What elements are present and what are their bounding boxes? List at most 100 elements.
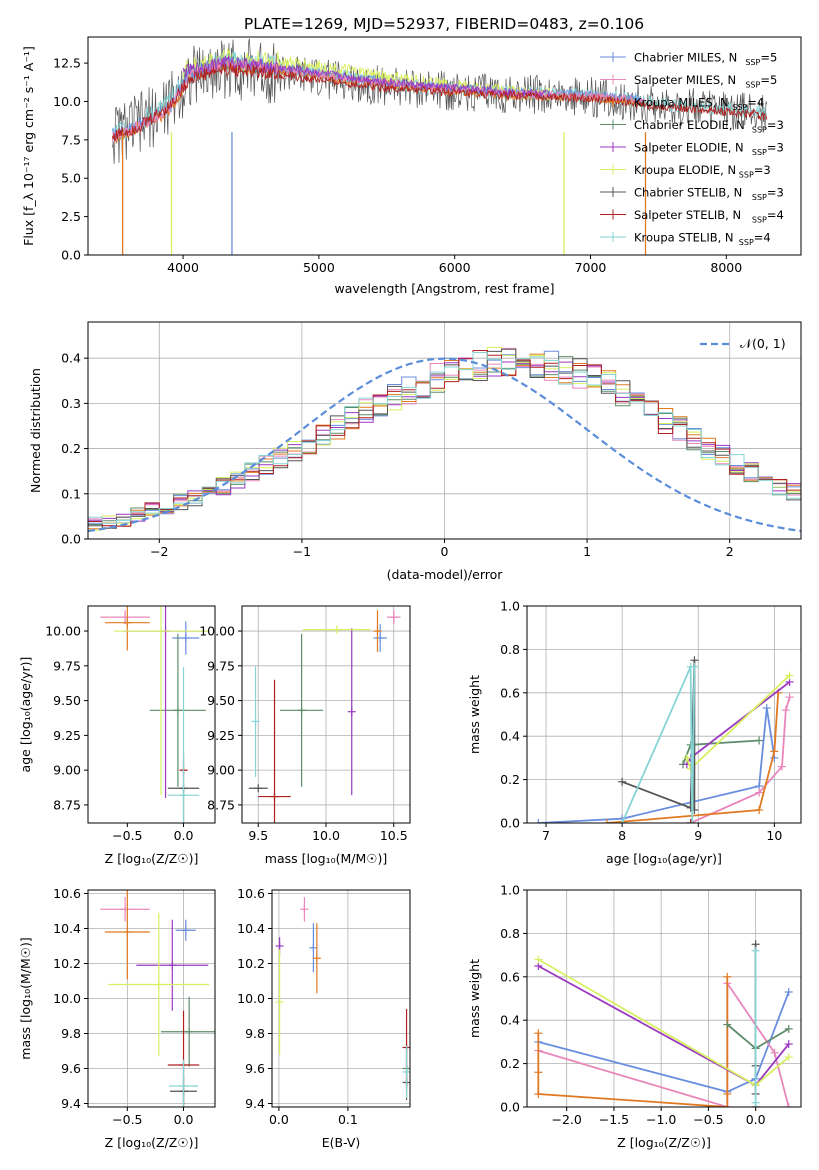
x-tick-label: −1.0: [646, 1112, 676, 1127]
y-tick-label: 8.75: [53, 797, 81, 812]
axes-frame-group: 7 8 9 10 0.0 0.2 0.4 0.6 0.8 1.0 age [log₁₀(age/yr…: [467, 599, 802, 866]
mass-weight-vs-metallicity-panel: −2.0 −1.5 −1.0 −0.5 0.0 0.0 0.2 0.4 0.6 0.8 1.0 Z […: [467, 883, 802, 1150]
y-tick-label: 0.2: [500, 772, 520, 787]
x-tick-label: 10.0: [312, 828, 340, 843]
y-axis-label: age [log₁₀(age/yr)]: [18, 657, 33, 773]
legend-count: =4: [747, 96, 764, 110]
y-tick-label: 10.2: [53, 956, 81, 971]
legend-subscript: SSP: [752, 126, 767, 135]
x-tick-label: 0.0: [174, 828, 194, 843]
y-tick-label: 10.4: [237, 921, 265, 936]
y-tick-label: 0.1: [61, 486, 81, 501]
x-tick-label: 0.1: [338, 1112, 358, 1127]
age-vs-metallicity-panel: −0.5 0.0 8.75 9.00 9.25 9.50 9.75 10.00 Z [log₁₀…: [18, 605, 216, 866]
plot-area: [100, 606, 209, 823]
legend-normal-label: 𝒩(0, 1): [740, 336, 786, 351]
axes-frame: [526, 605, 802, 824]
legend-count: =3: [767, 141, 784, 155]
legend-count: =3: [767, 118, 784, 132]
axes-frame: [87, 36, 802, 256]
legend-subscript: SSP: [745, 81, 760, 90]
x-tick-label: 8000: [710, 260, 742, 275]
y-tick-label: 5.0: [61, 171, 81, 186]
y-tick-label: 9.8: [61, 1026, 81, 1041]
y-tick-label: 0.8: [500, 642, 520, 657]
y-tick-label: 9.00: [207, 763, 235, 778]
mass-vs-reddening-panel: 0.0 0.1 9.4 9.6 9.8 10.0 10.2 10.4 10.6 E(B-V): [237, 886, 411, 1150]
legend-label-salpeter-stelib: Salpeter STELIB, N: [634, 208, 741, 222]
x-axis-label: Z [log₁₀(Z/Z☉)]: [617, 1135, 711, 1150]
axes-frame: [87, 605, 216, 824]
y-tick-label: 10.2: [237, 956, 265, 971]
axes-frame-group: −0.5 0.0 9.4 9.6 9.8 10.0 10.2 10.4 10.6 Z [log₁₀…: [18, 886, 216, 1150]
x-tick-label: 9: [694, 828, 702, 843]
histogram-kroupa-stelib: [88, 352, 801, 527]
spectrum-panel: 4000 5000 6000 7000 8000 0.0 2.5 5.0 7.5 10.0 12.5…: [21, 36, 802, 296]
x-tick-label: −0.5: [693, 1112, 723, 1127]
legend-subscript: SSP: [752, 193, 767, 202]
x-axis-label: (data-model)/error: [387, 567, 504, 582]
mass-vs-metallicity-panel: −0.5 0.0 9.4 9.6 9.8 10.0 10.2 10.4 10.6 Z [log₁₀…: [18, 886, 216, 1150]
weight-line-kroupa-stelib: [621, 666, 696, 823]
axes-frame-group: 0.0 0.1 9.4 9.6 9.8 10.0 10.2 10.4 10.6 E(B-V): [237, 886, 411, 1150]
x-tick-label: 7000: [575, 260, 607, 275]
spectrum-line-salpeter-elodie: [182, 55, 551, 98]
legend-label-kroupa-stelib: Kroupa STELIB, N: [634, 231, 734, 245]
axes-frame-group: 4000 5000 6000 7000 8000 0.0 2.5 5.0 7.5 10.0 12.5…: [21, 36, 802, 296]
y-tick-label: 0.4: [500, 1013, 520, 1028]
y-tick-label: 0.4: [500, 729, 520, 744]
legend-subscript: SSP: [752, 216, 767, 225]
y-axis-label: mass weight: [467, 959, 482, 1038]
figure-title: PLATE=1269, MJD=52937, FIBERID=0483, z=0…: [244, 15, 644, 33]
legend-count: =3: [754, 163, 771, 177]
axes-frame-group: −2 −1 0 1 2 0.0 0.1 0.2 0.3 0.4 (data-model)/error…: [28, 321, 802, 582]
plot-area: [275, 897, 410, 1100]
x-axis-label: E(B-V): [322, 1135, 361, 1150]
y-tick-label: 1.0: [500, 883, 520, 898]
legend-subscript: SSP: [739, 171, 754, 180]
y-tick-label: 10.0: [237, 991, 265, 1006]
y-tick-label: 0.3: [61, 396, 81, 411]
y-tick-label: 9.50: [207, 693, 235, 708]
axes-frame-group: 9.5 10.0 10.5 8.75 9.00 9.25 9.50 9.75 10.00 mass…: [199, 605, 411, 866]
legend-label-salpeter-miles: Salpeter MILES, N: [634, 73, 736, 87]
y-axis-label: mass weight: [467, 675, 482, 754]
y-tick-label: 0.6: [500, 969, 520, 984]
y-tick-label: 0.2: [500, 1056, 520, 1071]
y-tick-label: 10.0: [53, 94, 81, 109]
x-tick-label: 10.5: [380, 828, 408, 843]
y-tick-label: 9.6: [245, 1061, 265, 1076]
y-tick-label: 2.5: [61, 209, 81, 224]
axes-frame: [526, 889, 802, 1108]
y-tick-label: 9.4: [61, 1096, 81, 1111]
x-tick-label: 6000: [439, 260, 471, 275]
y-axis-label: Normed distribution: [28, 368, 43, 493]
y-tick-label: 0.2: [61, 441, 81, 456]
y-tick-label: 0.0: [500, 1100, 520, 1115]
y-tick-label: 12.5: [53, 56, 81, 71]
residual-histogram-panel: −2 −1 0 1 2 0.0 0.1 0.2 0.3 0.4 (data-model)/error…: [28, 321, 802, 582]
legend-label-kroupa-miles: Kroupa MILES, N: [634, 96, 729, 110]
y-tick-label: 9.8: [245, 1026, 265, 1041]
x-tick-label: 9.5: [248, 828, 268, 843]
y-tick-label: 7.5: [61, 132, 81, 147]
x-axis-label: Z [log₁₀(Z/Z☉)]: [105, 1135, 199, 1150]
x-tick-label: −2: [150, 544, 168, 559]
y-tick-label: 0.8: [500, 926, 520, 941]
y-tick-label: 9.00: [53, 763, 81, 778]
legend-label-salpeter-elodie: Salpeter ELODIE, N: [634, 141, 744, 155]
y-tick-label: 10.6: [53, 886, 81, 901]
y-tick-label: 1.0: [500, 599, 520, 614]
x-tick-label: −1.5: [599, 1112, 629, 1127]
spectrum-line-chabrier-stelib: [112, 38, 768, 165]
x-tick-label: 0: [441, 544, 449, 559]
plot-area: [100, 890, 215, 1107]
axes-frame-group: −2.0 −1.5 −1.0 −0.5 0.0 0.0 0.2 0.4 0.6 0.8 1.0 Z […: [467, 883, 802, 1150]
y-tick-label: 9.6: [61, 1061, 81, 1076]
x-tick-label: −1: [293, 544, 311, 559]
weight-line-chabrier-stelib: [621, 660, 696, 810]
x-tick-label: 0.0: [174, 1112, 194, 1127]
weight-line-chabrier-miles: [538, 991, 790, 1093]
legend-subscript: SSP: [732, 103, 747, 112]
